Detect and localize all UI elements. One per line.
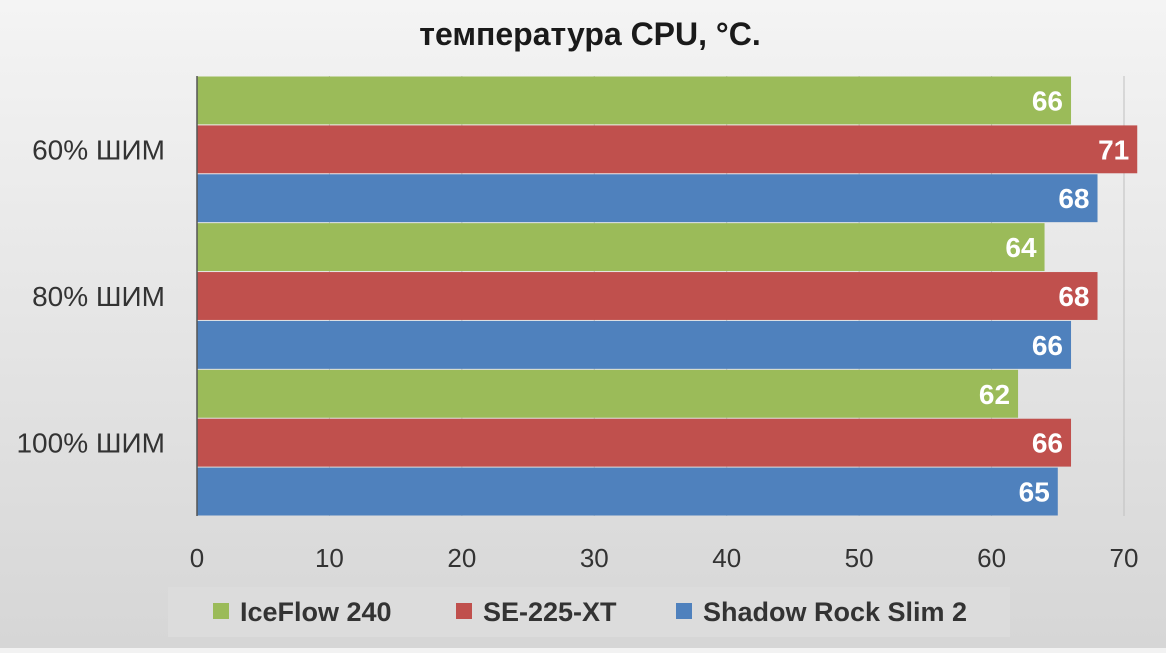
legend-swatch: [213, 603, 229, 619]
data-label: 66: [1032, 428, 1063, 459]
bar: [197, 418, 1072, 467]
x-tick-label: 10: [315, 543, 344, 573]
legend-background: [168, 587, 1010, 637]
bar: [197, 125, 1138, 174]
x-tick-label: 70: [1110, 543, 1139, 573]
x-tick-label: 50: [845, 543, 874, 573]
data-label: 71: [1098, 134, 1129, 165]
y-tick-label: 100% ШИМ: [16, 428, 165, 459]
data-label: 65: [1019, 477, 1050, 508]
legend: IceFlow 240 SE-225-XT Shadow Rock Slim 2: [168, 587, 1010, 637]
x-tick-label: 60: [977, 543, 1006, 573]
x-tick-label: 0: [190, 543, 204, 573]
x-tick-label: 20: [447, 543, 476, 573]
y-tick-label: 60% ШИМ: [32, 134, 165, 165]
bar: [197, 174, 1098, 223]
legend-label: SE-225-XT: [483, 597, 617, 627]
data-labels: 66 71 68 64 68 66 62 66 65: [979, 85, 1129, 507]
legend-label: Shadow Rock Slim 2: [703, 597, 967, 627]
axes: 0 10 20 30 40 50 60 70 60% ШИМ 80% ШИМ 100% ШИМ: [16, 76, 1138, 573]
legend-swatch: [456, 603, 472, 619]
bar: [197, 272, 1098, 320]
bar: [197, 369, 1019, 418]
data-label: 66: [1032, 330, 1063, 361]
bar: [197, 76, 1072, 125]
bar: [197, 467, 1058, 516]
x-tick-label: 30: [580, 543, 609, 573]
data-label: 68: [1058, 183, 1089, 214]
legend-swatch: [676, 603, 692, 619]
bar: [197, 223, 1045, 272]
bar: [197, 320, 1072, 369]
data-label: 62: [979, 379, 1010, 410]
data-label: 68: [1058, 281, 1089, 312]
legend-label: IceFlow 240: [240, 597, 392, 627]
y-tick-label: 80% ШИМ: [32, 281, 165, 312]
chart-title: температура CPU, °C.: [419, 16, 760, 52]
data-label: 66: [1032, 85, 1063, 116]
bars: [197, 76, 1138, 516]
data-label: 64: [1005, 232, 1037, 263]
x-tick-label: 40: [712, 543, 741, 573]
